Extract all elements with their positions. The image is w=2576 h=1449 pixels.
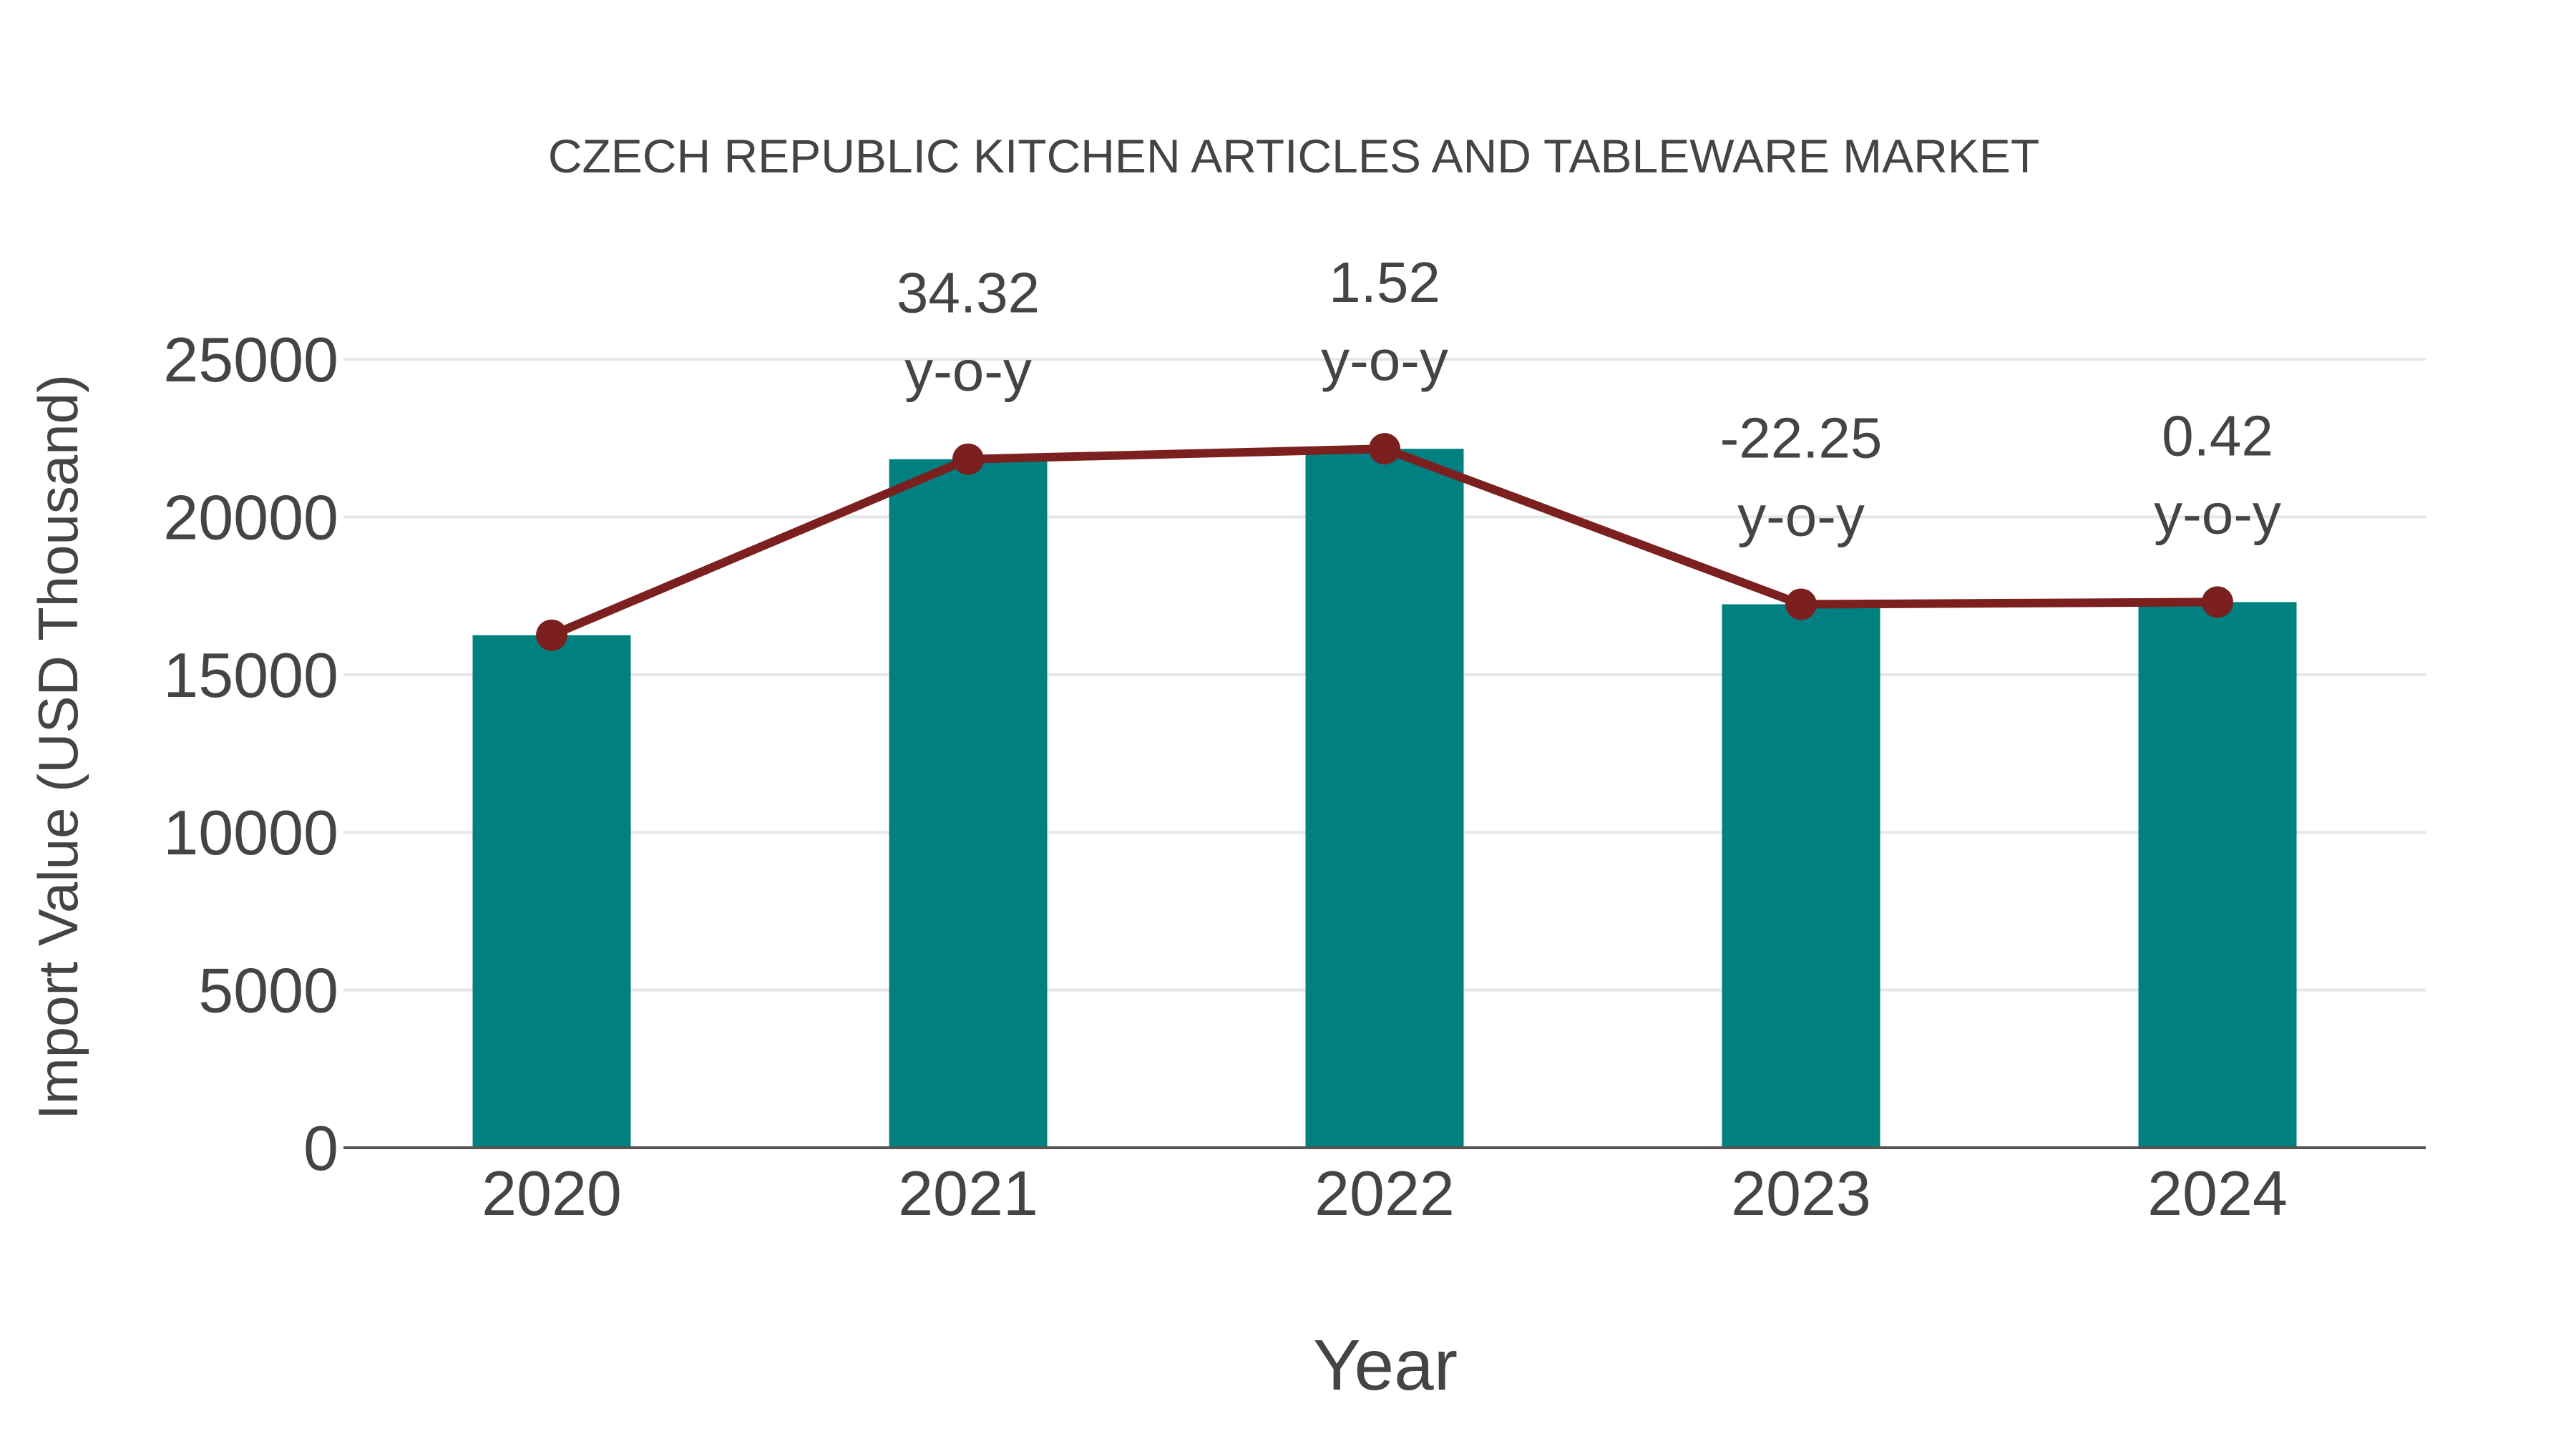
yoy-annotation-2024: 0.42 y-o-y <box>2154 404 2281 545</box>
yoy-value: -22.25 <box>1720 406 1883 470</box>
y-axis-title: Import Value (USD Thousand) <box>26 374 89 1120</box>
bars <box>472 449 2297 1148</box>
x-axis-ticks: 2020 2021 2022 2023 2024 <box>482 1158 2288 1229</box>
chart-title: CZECH REPUBLIC KITCHEN ARTICLES AND TABL… <box>548 130 2039 182</box>
yoy-annotation-2022: 1.52 y-o-y <box>1321 250 1448 392</box>
x-axis-title: Year <box>1313 1325 1458 1405</box>
bar-2020 <box>472 635 631 1148</box>
y-tick-label: 5000 <box>198 955 338 1026</box>
yoy-annotations: 34.32 y-o-y 1.52 y-o-y -22.25 y-o-y 0.42 y-o-y <box>897 250 2281 547</box>
marker-2022 <box>1369 433 1400 465</box>
yoy-value: 0.42 <box>2162 404 2273 467</box>
x-tick-label: 2020 <box>482 1158 622 1229</box>
bar-2024 <box>2138 602 2297 1148</box>
x-tick-label: 2022 <box>1314 1158 1455 1229</box>
marker-2024 <box>2202 586 2233 618</box>
yoy-value: 34.32 <box>897 261 1040 325</box>
x-tick-label: 2024 <box>2147 1158 2288 1229</box>
y-tick-label: 0 <box>303 1113 338 1184</box>
yoy-suffix: y-o-y <box>1321 328 1448 392</box>
y-tick-label: 20000 <box>163 482 338 552</box>
x-tick-label: 2023 <box>1731 1158 1871 1229</box>
yoy-annotation-2021: 34.32 y-o-y <box>897 261 1040 403</box>
x-tick-label: 2021 <box>898 1158 1038 1229</box>
marker-2020 <box>536 619 567 651</box>
marker-2021 <box>952 443 984 475</box>
yoy-value: 1.52 <box>1329 250 1440 314</box>
bar-2022 <box>1305 449 1464 1148</box>
y-tick-label: 10000 <box>163 797 338 868</box>
yoy-suffix: y-o-y <box>2154 482 2281 545</box>
yoy-annotation-2023: -22.25 y-o-y <box>1720 406 1883 548</box>
y-tick-label: 15000 <box>163 640 338 711</box>
bar-2021 <box>889 459 1048 1148</box>
yoy-suffix: y-o-y <box>1737 484 1865 548</box>
marker-2023 <box>1785 588 1817 620</box>
y-axis-ticks: 0 5000 10000 15000 20000 25000 <box>163 324 338 1184</box>
yoy-suffix: y-o-y <box>904 339 1032 403</box>
trend-line <box>536 433 2233 651</box>
y-tick-label: 25000 <box>163 324 338 395</box>
bar-2023 <box>1722 604 1880 1148</box>
